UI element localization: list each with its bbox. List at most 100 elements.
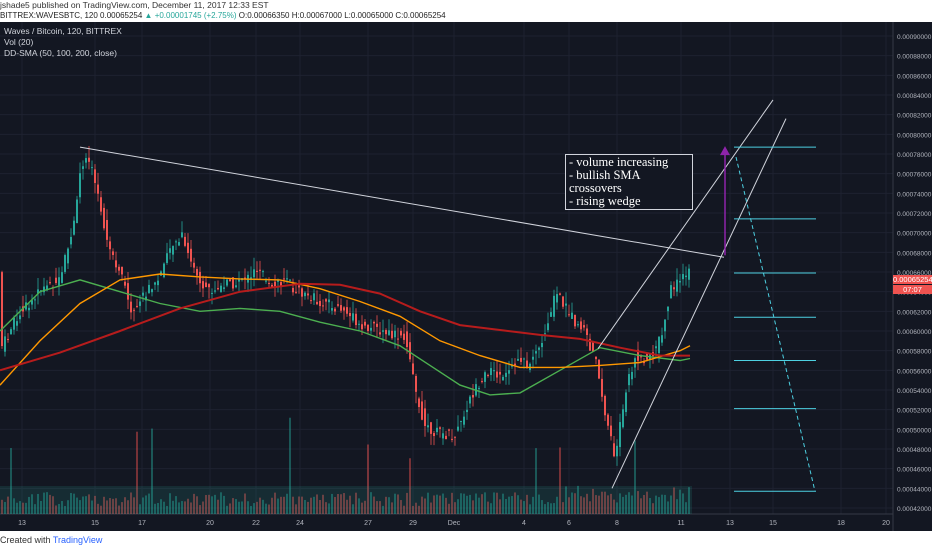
volume-bar [184,501,186,514]
volume-bar [520,499,522,514]
volume-bar [523,501,525,514]
volume-bar [52,496,54,514]
symbol-label: BITTREX:WAVESBTC, 120 [0,11,98,20]
volume-ma-area [0,486,692,514]
candle-body [643,361,645,364]
volume-bar [685,502,687,514]
price-tick-label: 0.00084000 [897,93,932,100]
volume-bar [526,494,528,514]
candle-body [346,307,348,314]
volume-bar [244,493,246,514]
candle-body [607,414,609,426]
candle-body [169,248,171,253]
annotation-line: - volume increasing [569,155,669,169]
volume-bar [34,504,36,514]
candle-body [658,336,660,354]
candle-body [196,269,198,276]
volume-bar [331,493,333,514]
created-with-label: Created with [0,535,51,545]
volume-bar [634,440,636,514]
time-tick-label: 18 [837,520,845,527]
candle-body [19,315,21,320]
candle-body [43,286,45,293]
volume-bar [517,495,519,514]
volume-bar [679,489,681,514]
candle-body [448,429,450,431]
candle-body [16,321,18,326]
volume-bar [358,498,360,514]
volume-bar [286,493,288,514]
volume-bar [649,498,651,514]
volume-bar [364,500,366,514]
volume-bar [601,491,603,514]
candle-body [595,356,597,360]
candle-body [100,197,102,212]
candle-body [214,290,216,292]
candle-body [97,184,99,194]
candle-body [409,342,411,360]
volume-bar [361,502,363,514]
volume-bar [433,495,435,514]
candle-body [460,420,462,422]
volume-bar [607,495,609,514]
candle-body [301,288,303,297]
time-tick-label: 22 [252,520,260,527]
chart-area[interactable]: 0.00090000 0.00088000 0.00086000 0.00084000… [0,22,932,531]
candle-body [142,292,144,296]
countdown-tag: 07:07 [893,285,932,294]
candle-body [319,300,321,307]
volume-bar [310,497,312,514]
volume-bar [412,505,414,514]
candle-body [154,282,156,285]
volume-bar [562,502,564,514]
volume-bar [253,503,255,514]
candle-body [73,220,75,235]
candle-body [565,303,567,306]
candle-body [88,157,90,162]
volume-bar [94,495,96,514]
volume-bar [514,492,516,514]
volume-bar [637,491,639,514]
volume-bar [298,496,300,514]
price-tick-label: 0.00056000 [897,368,932,375]
volume-bar [268,504,270,514]
candle-body [598,359,600,379]
volume-bar [241,501,243,514]
volume-bar [295,504,297,514]
candle-body [403,333,405,340]
volume-bar [346,499,348,514]
volume-bar [256,501,258,514]
volume-bar [274,492,276,514]
volume-bar [262,499,264,514]
candle-body [265,280,267,282]
chart-canvas[interactable]: 0.00090000 0.00088000 0.00086000 0.00084000… [0,22,932,531]
candle-body [244,277,246,279]
volume-bar [538,494,540,514]
candle-body [226,279,228,286]
candle-body [439,427,441,429]
candle-body [64,255,66,272]
volume-bar [322,494,324,514]
candle-body [505,372,507,377]
volume-bar [391,502,393,514]
candle-body [151,289,153,293]
candle-body [538,347,540,350]
candle-body [217,287,219,290]
volume-bar [586,493,588,514]
candle-body [262,271,264,273]
volume-bar [115,498,117,514]
candle-body [115,260,117,268]
volume-bar [550,503,552,514]
candle-body [670,285,672,299]
candle-body [376,323,378,327]
volume-bar [676,499,678,514]
tradingview-logo[interactable]: TradingView [52,535,103,545]
publisher-name[interactable]: jshade5 [0,0,30,10]
annotation-box[interactable]: - volume increasing - bullish SMA crosso… [565,154,693,210]
candle-body [586,328,588,335]
candle-body [70,236,72,245]
volume-bar [583,497,585,514]
candle-body [328,299,330,303]
time-tick-label: 11 [677,520,684,527]
candle-body [112,251,114,255]
